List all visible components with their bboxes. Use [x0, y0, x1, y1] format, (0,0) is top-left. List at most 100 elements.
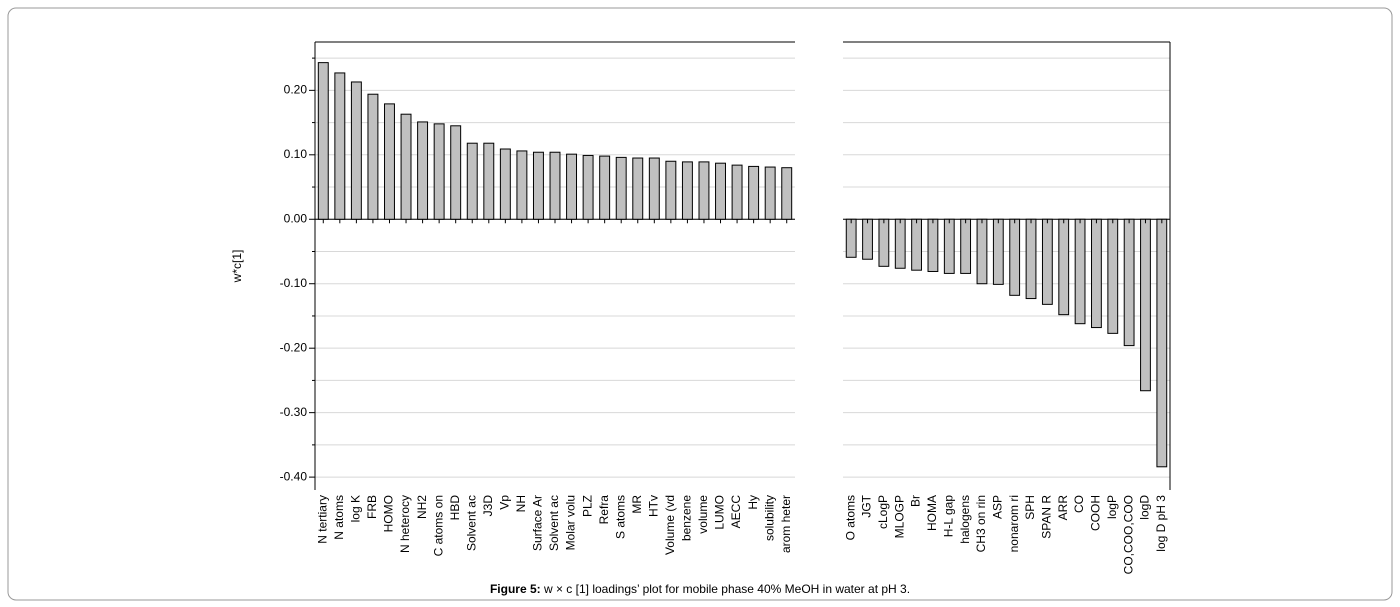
- bar: [1091, 218, 1102, 329]
- x-tick-label: log K: [349, 495, 363, 522]
- x-tick-label: NH2: [415, 495, 429, 519]
- x-tick-label: Vp: [498, 495, 512, 510]
- bar: [532, 151, 544, 220]
- x-tick-label: benzene: [680, 495, 694, 541]
- x-tick-label: cLogP: [876, 495, 890, 529]
- x-tick-label: CO,COO,COO: [1121, 495, 1135, 574]
- bar: [483, 142, 495, 220]
- y-tick-label: 0.10: [284, 147, 308, 161]
- x-tick-label: Surface Ar: [531, 495, 545, 551]
- frame: [7, 7, 1393, 601]
- x-tick-label: COOH: [1089, 495, 1103, 531]
- x-tick-label: MR: [630, 495, 644, 514]
- bar: [715, 162, 726, 220]
- x-tick-label: N atoms: [332, 495, 346, 540]
- bar: [1041, 218, 1053, 305]
- bar: [466, 142, 478, 220]
- x-tick-label: HTv: [646, 495, 660, 517]
- y-tick-label: -0.10: [280, 276, 308, 290]
- bar: [433, 123, 445, 220]
- y-tick-label: -0.20: [280, 340, 308, 354]
- x-tick-label: nonarom ri: [1007, 495, 1021, 552]
- x-tick-label: LUMO: [713, 495, 727, 530]
- y-tick-label: 0.00: [284, 211, 308, 225]
- caption-text: w × c [1] loadings’ plot for mobile phas…: [543, 582, 910, 596]
- y-tick-label: -0.40: [280, 469, 308, 483]
- bar: [599, 155, 611, 220]
- bar: [992, 218, 1004, 285]
- x-tick-label: Solvent ac: [547, 495, 561, 551]
- x-tick-label: CH3 on rin: [974, 495, 988, 552]
- x-tick-label: J3D: [481, 495, 495, 517]
- x-tick-label: Br: [909, 495, 923, 507]
- bar: [960, 218, 972, 274]
- bar: [764, 166, 776, 220]
- bar: [516, 150, 528, 220]
- y-tick-label: 0.20: [284, 83, 308, 97]
- bar: [317, 62, 329, 220]
- bar: [384, 103, 395, 220]
- y-axis-label: w*c[1]: [230, 250, 244, 284]
- bar: [665, 160, 677, 220]
- x-tick-label: SPH: [1023, 495, 1037, 520]
- x-tick-label: volume: [696, 495, 710, 534]
- x-tick-label: ARR: [1056, 495, 1070, 521]
- x-tick-label: Hy: [746, 495, 760, 510]
- y-tick-label: -0.30: [280, 405, 308, 419]
- bar: [1156, 218, 1168, 468]
- bar: [878, 218, 890, 267]
- bar: [499, 148, 511, 220]
- x-tick-label: MLOGP: [892, 495, 906, 538]
- bar: [862, 218, 873, 260]
- bar: [450, 125, 462, 220]
- x-tick-label: H-L gap: [941, 495, 955, 538]
- bar: [698, 161, 710, 220]
- bar: [1074, 218, 1086, 325]
- bar: [911, 218, 922, 271]
- bar: [1025, 218, 1037, 300]
- bar: [731, 164, 743, 220]
- bar: [400, 113, 412, 220]
- bar: [1058, 218, 1070, 316]
- bar: [566, 153, 578, 220]
- x-tick-label: Refra: [597, 495, 611, 525]
- bar: [582, 154, 594, 220]
- bar: [417, 121, 429, 220]
- bar: [781, 167, 793, 220]
- x-tick-label: FRB: [365, 495, 379, 519]
- x-tick-label: N heterocy: [398, 495, 412, 553]
- bar: [350, 81, 362, 220]
- x-tick-label: ASP: [990, 495, 1004, 519]
- x-tick-label: AECC: [729, 495, 743, 529]
- x-tick-label: halogens: [958, 495, 972, 544]
- bar: [845, 218, 857, 258]
- bar: [1107, 218, 1119, 334]
- bar: [976, 218, 988, 285]
- bar: [1009, 218, 1021, 296]
- x-tick-label: Solvent ac: [464, 495, 478, 551]
- bar: [1123, 218, 1135, 347]
- x-tick-label: O atoms: [843, 495, 857, 540]
- bar: [748, 165, 760, 220]
- x-tick-label: JGT: [860, 494, 874, 517]
- bar: [367, 93, 379, 220]
- bar: [615, 156, 627, 220]
- bar: [632, 157, 644, 220]
- x-tick-label: SPAN R: [1040, 495, 1054, 539]
- x-tick-label: CO: [1072, 495, 1086, 513]
- x-tick-label: S atoms: [613, 495, 627, 539]
- x-tick-label: N tertiary: [315, 495, 329, 544]
- x-tick-label: C atoms on: [431, 495, 445, 556]
- x-tick-label: HBD: [448, 495, 462, 521]
- bar: [648, 157, 660, 220]
- x-tick-label: logP: [1105, 495, 1119, 519]
- bar: [1140, 218, 1151, 392]
- x-tick-label: Molar volu: [564, 495, 578, 550]
- x-tick-label: arom heter: [779, 495, 793, 553]
- bar: [681, 161, 693, 220]
- x-tick-label: log D pH 3: [1154, 495, 1168, 552]
- x-tick-label: solubility: [762, 495, 776, 541]
- x-tick-label: logD: [1138, 495, 1152, 520]
- bar: [927, 218, 939, 272]
